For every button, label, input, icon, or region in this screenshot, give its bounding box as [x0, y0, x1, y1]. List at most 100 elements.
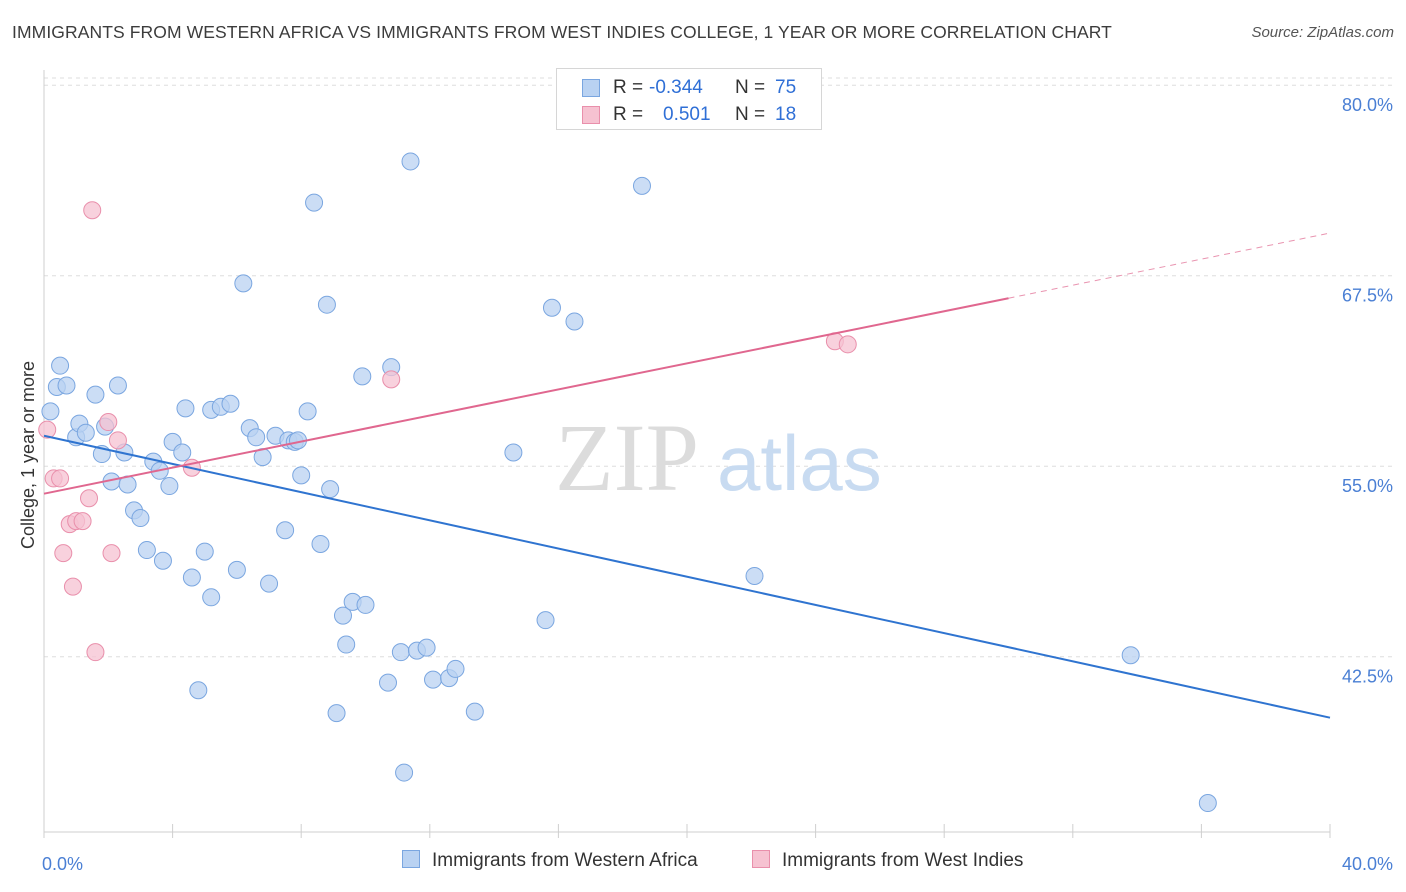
legend-n-label: N = [735, 104, 766, 125]
data-point-western-africa [227, 560, 246, 579]
data-point-western-africa [391, 643, 410, 662]
data-point-west-indies [102, 544, 121, 563]
data-point-western-africa [424, 670, 443, 689]
gridlines [44, 77, 1394, 658]
data-point-western-africa [153, 551, 172, 570]
data-point-west-indies [51, 469, 70, 488]
data-point-western-africa [632, 176, 651, 195]
legend-n-value: 18 [775, 104, 797, 125]
data-point-western-africa [317, 295, 336, 314]
data-point-western-africa [195, 542, 214, 561]
data-point-western-africa [176, 399, 195, 418]
watermark-zip: ZIP [555, 404, 699, 511]
data-point-west-indies [86, 643, 105, 662]
bottom-legend-western-africa: Immigrants from Western Africa [402, 850, 698, 872]
data-point-western-africa [173, 443, 192, 462]
data-point-west-indies [80, 489, 99, 508]
data-point-western-africa [446, 659, 465, 678]
x-tick-label: 0.0% [42, 854, 83, 874]
data-point-west-indies [73, 512, 92, 531]
y-tick-label: 42.5% [1342, 667, 1393, 687]
bottom-legend-label: Immigrants from West Indies [782, 850, 1024, 871]
data-point-western-africa [379, 673, 398, 692]
data-point-western-africa [356, 595, 375, 614]
data-point-western-africa [1121, 646, 1140, 665]
data-point-western-africa [542, 298, 561, 317]
y-tick-label: 67.5% [1342, 286, 1393, 306]
data-point-west-indies [99, 413, 118, 432]
x-tick-label: 40.0% [1342, 854, 1393, 874]
legend-r-label: R = [613, 77, 644, 98]
legend-swatch-blue [582, 79, 600, 97]
data-point-western-africa [401, 152, 420, 171]
data-point-western-africa [565, 312, 584, 331]
bottom-legend-swatch-blue [402, 850, 420, 868]
data-point-western-africa [321, 480, 340, 499]
trend-line-west-indies [43, 297, 1009, 495]
data-point-western-africa [131, 509, 150, 528]
data-point-western-africa [182, 568, 201, 587]
data-point-western-africa [57, 376, 76, 395]
data-point-western-africa [108, 376, 127, 395]
data-point-western-africa [221, 394, 240, 413]
data-point-western-africa [276, 521, 295, 540]
bottom-legend-swatch-pink [752, 850, 770, 868]
y-tick-label: 55.0% [1342, 476, 1393, 496]
trend-lines [43, 232, 1331, 719]
data-point-west-indies [108, 431, 127, 450]
data-point-western-africa [137, 541, 156, 560]
data-point-west-indies [838, 335, 857, 354]
data-point-west-indies [54, 544, 73, 563]
y-tick-label: 80.0% [1342, 95, 1393, 115]
data-point-western-africa [536, 611, 555, 630]
trend-line-western-africa [43, 434, 1331, 719]
correlation-legend: R = -0.344 N = 75 R = 0.501 N = 18 [556, 68, 822, 130]
data-point-western-africa [260, 574, 279, 593]
legend-row-west-indies: R = 0.501 N = 18 [557, 102, 821, 128]
watermark: ZIP atlas [555, 404, 882, 511]
data-point-western-africa [41, 402, 60, 421]
data-point-western-africa [504, 443, 523, 462]
data-point-western-africa [395, 763, 414, 782]
data-point-western-africa [745, 566, 764, 585]
legend-swatch-pink [582, 106, 600, 124]
data-point-western-africa [465, 702, 484, 721]
data-point-west-indies [38, 420, 57, 439]
legend-row-western-africa: R = -0.344 N = 75 [557, 75, 821, 101]
data-point-western-africa [311, 534, 330, 553]
data-point-western-africa [247, 428, 266, 447]
data-point-western-africa [292, 466, 311, 485]
bottom-legend-west-indies: Immigrants from West Indies [752, 850, 1023, 872]
data-point-western-africa [298, 402, 317, 421]
data-point-western-africa [86, 385, 105, 404]
axes [43, 70, 1331, 838]
chart-title: IMMIGRANTS FROM WESTERN AFRICA VS IMMIGR… [12, 22, 1112, 42]
data-point-western-africa [305, 193, 324, 212]
data-point-western-africa [51, 356, 70, 375]
data-point-western-africa [189, 681, 208, 700]
data-point-western-africa [1198, 794, 1217, 813]
data-point-western-africa [337, 635, 356, 654]
bottom-legend-label: Immigrants from Western Africa [432, 850, 698, 871]
legend-n-value: 75 [775, 77, 797, 98]
data-point-western-africa [76, 423, 95, 442]
axis-labels: 42.5% 55.0% 67.5% 80.0% 0.0% 40.0% College, 1 … [18, 95, 1393, 874]
trend-line-west-indies-extension [1008, 232, 1331, 299]
y-axis-label: College, 1 year or more [18, 361, 38, 549]
legend-r-value: 0.501 [663, 104, 711, 125]
data-point-west-indies [83, 201, 102, 220]
data-point-western-africa [160, 477, 179, 496]
legend-n-label: N = [735, 77, 766, 98]
data-point-west-indies [382, 370, 401, 389]
data-point-western-africa [353, 367, 372, 386]
data-point-western-africa [234, 274, 253, 293]
source-credit: Source: ZipAtlas.com [1251, 24, 1394, 41]
legend-r-value: -0.344 [649, 77, 703, 98]
data-point-western-africa [333, 606, 352, 625]
watermark-atlas: atlas [717, 419, 882, 507]
data-point-west-indies [63, 577, 82, 596]
data-point-western-africa [202, 588, 221, 607]
data-point-western-africa [417, 638, 436, 657]
legend-r-label: R = [613, 104, 644, 125]
